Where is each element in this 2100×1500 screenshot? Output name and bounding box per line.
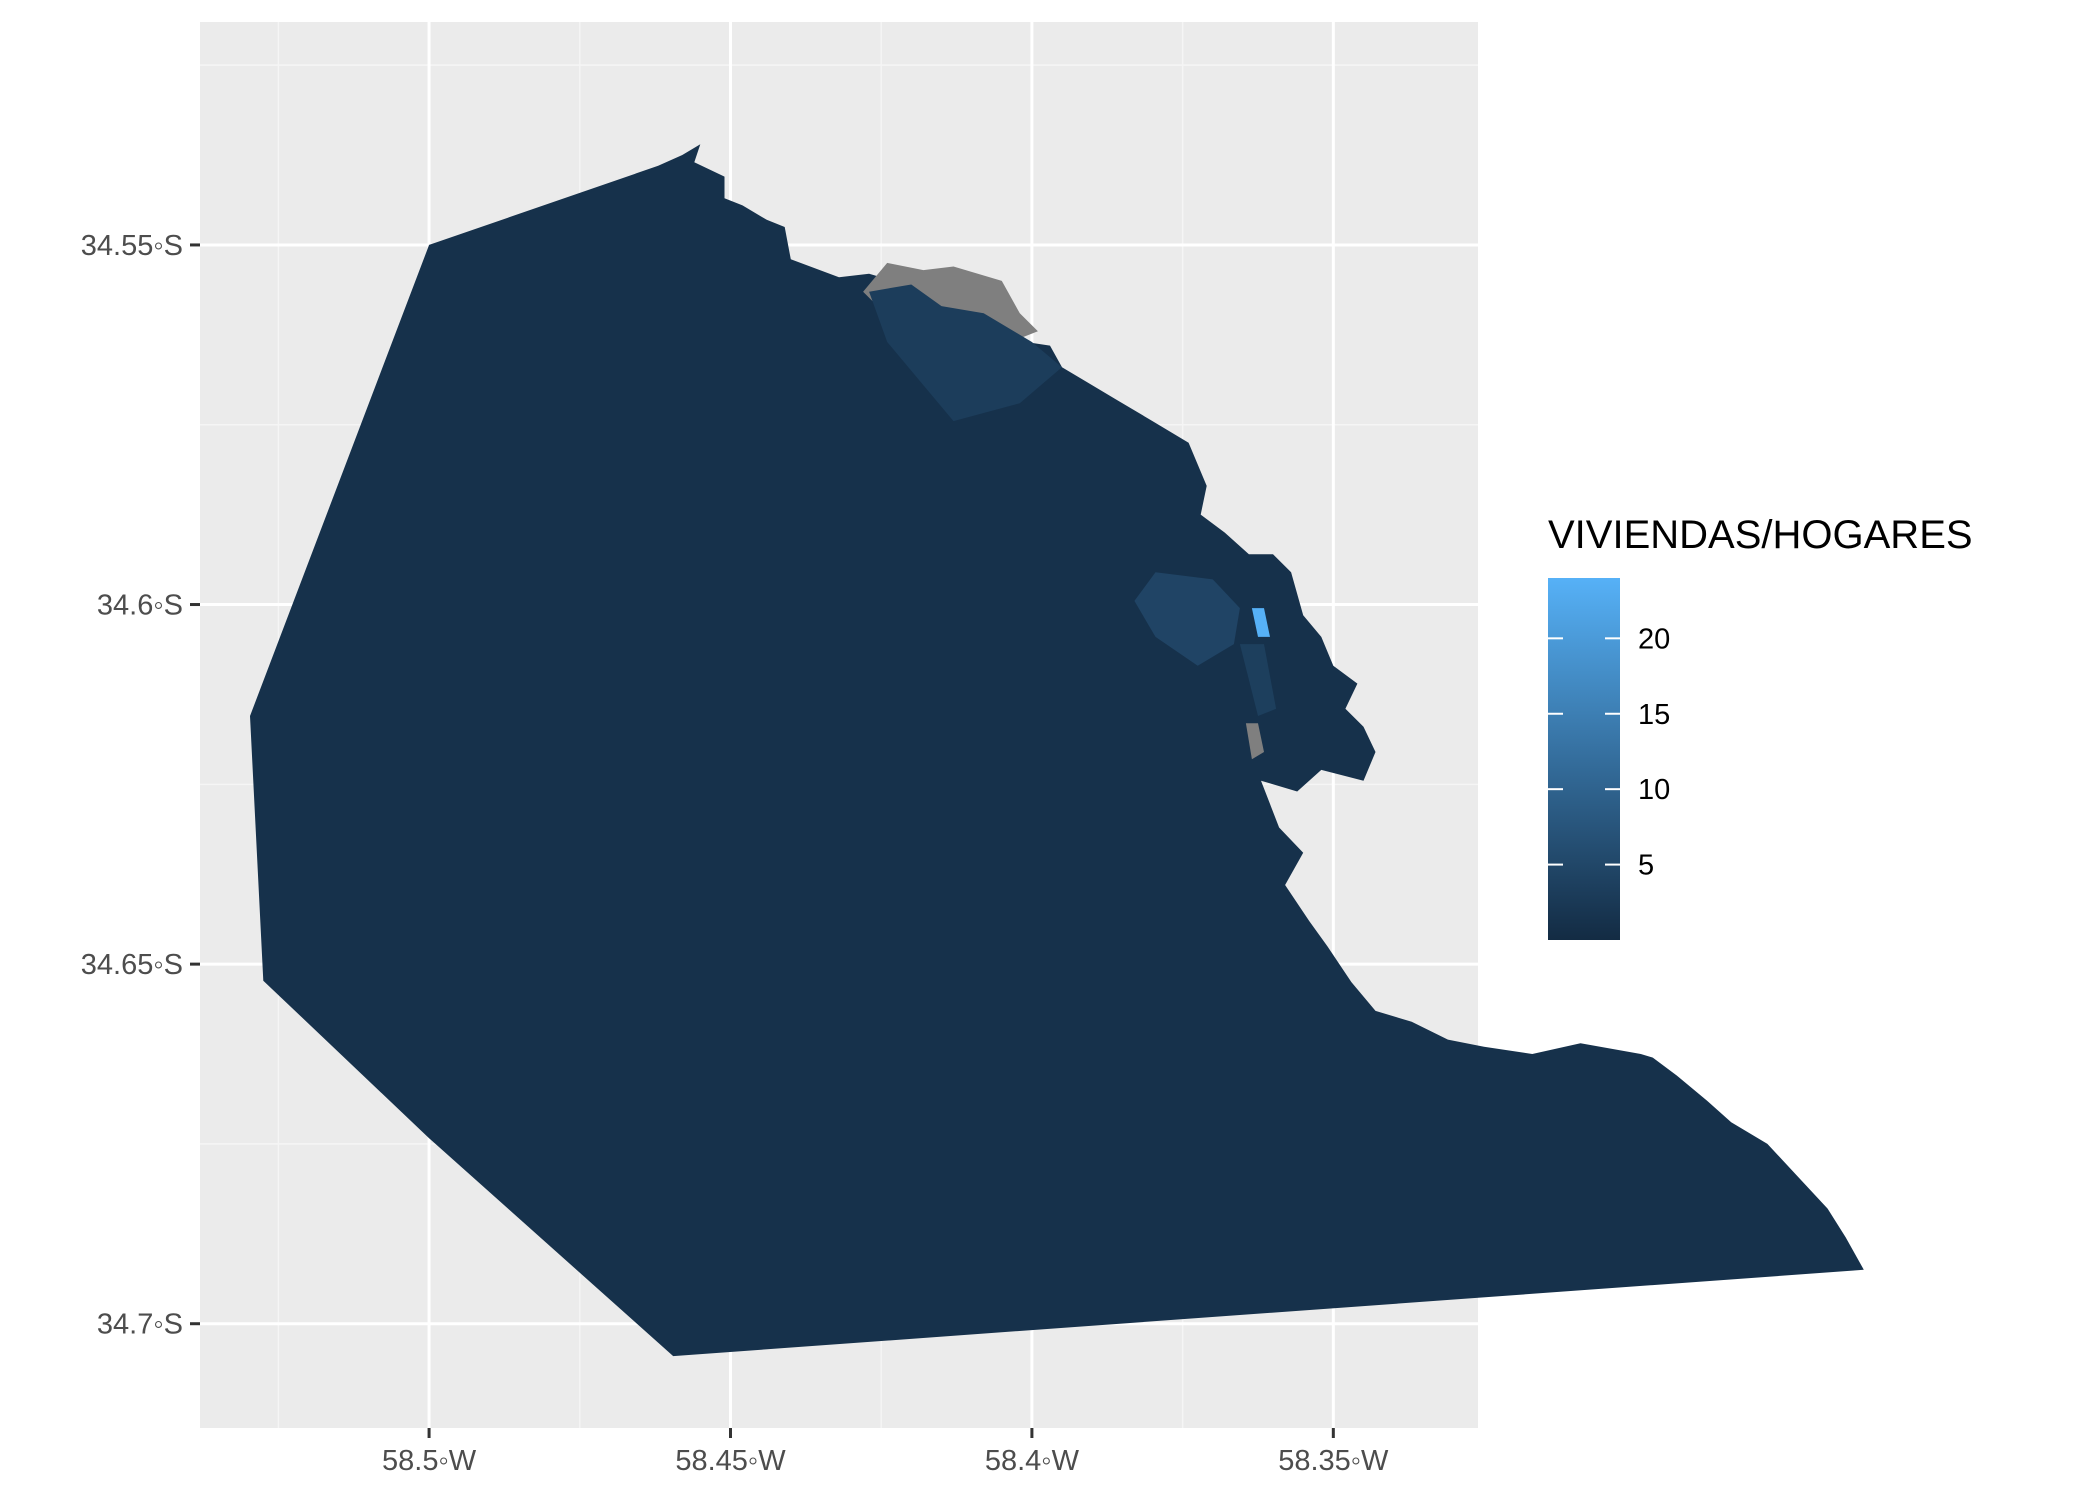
legend-break-label: 15 (1638, 699, 1670, 731)
x-tick-label: 58.4◦W (985, 1445, 1080, 1477)
map-region-6 (1239, 644, 1277, 716)
legend-break-label: 20 (1638, 623, 1670, 655)
legend-colorbar (1548, 578, 1620, 940)
map-region-5 (1251, 608, 1270, 637)
legend-title: VIVIENDAS/HOGARES (1548, 513, 1973, 557)
y-axis: 34.55◦S 34.6◦S 34.65◦S 34.7◦S (81, 230, 200, 1341)
legend-break-label: 10 (1638, 774, 1670, 806)
x-tick-label: 58.35◦W (1278, 1445, 1389, 1477)
legend-breaks: 20 15 10 5 (1548, 623, 1670, 882)
map-region-2 (1245, 723, 1264, 760)
y-tick-label: 34.65◦S (81, 949, 183, 981)
legend: VIVIENDAS/HOGARES 20 15 10 5 (1548, 513, 1973, 940)
y-tick-label: 34.6◦S (97, 590, 183, 622)
y-tick-label: 34.7◦S (97, 1309, 183, 1341)
map-region-4 (1134, 572, 1240, 666)
map-region-3 (869, 284, 1062, 422)
y-tick-label: 34.55◦S (81, 230, 183, 262)
legend-break-label: 5 (1638, 850, 1654, 882)
map-regions (250, 144, 1864, 1357)
map-region-0 (250, 144, 1864, 1357)
x-axis: 58.5◦W 58.45◦W 58.4◦W 58.35◦W (382, 1428, 1389, 1477)
x-tick-label: 58.45◦W (675, 1445, 786, 1477)
x-tick-label: 58.5◦W (382, 1445, 477, 1477)
